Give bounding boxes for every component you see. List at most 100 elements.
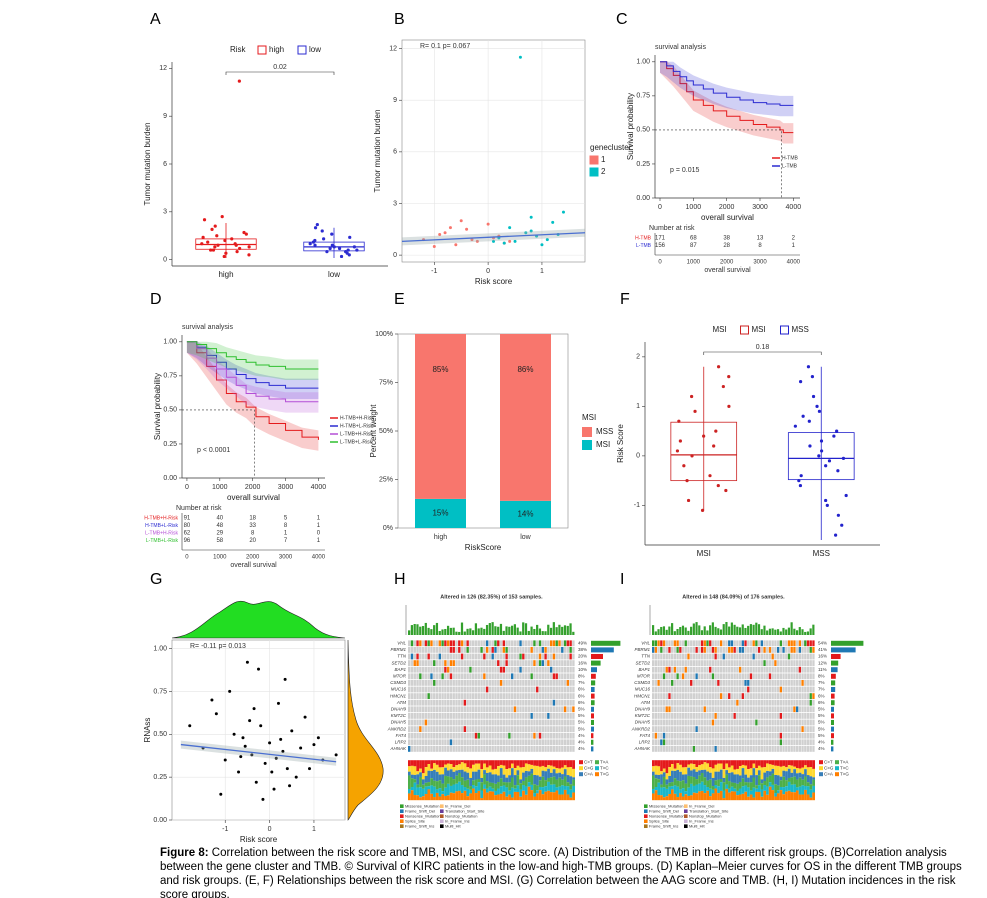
mutation-cell xyxy=(719,666,723,673)
tmb-bar xyxy=(687,630,690,635)
mutation-cell xyxy=(785,653,788,660)
titv-segment xyxy=(444,764,447,768)
y-tick-label: 1.00 xyxy=(636,59,650,66)
point xyxy=(832,434,836,438)
mutation-cell xyxy=(524,680,528,686)
gene-label: DNAH5 xyxy=(635,720,651,725)
titv-segment xyxy=(749,790,753,795)
mutation-cell xyxy=(421,739,425,746)
mutation-cell xyxy=(801,653,804,660)
mutation-cell xyxy=(798,693,802,699)
mutation-cell xyxy=(776,686,780,693)
mutation-cell xyxy=(455,693,458,699)
mutation-cell xyxy=(536,719,539,726)
mutation-cell xyxy=(446,680,450,686)
mutation-cell xyxy=(676,660,679,666)
titv-segment xyxy=(544,760,548,768)
mutation-cell xyxy=(474,686,478,693)
titv-segment xyxy=(804,776,807,786)
mutation-cell xyxy=(558,653,561,660)
mutation-cell xyxy=(806,739,810,746)
gene-pct: 38% xyxy=(578,647,587,652)
titv-segment xyxy=(668,782,672,787)
mutation-cell xyxy=(687,699,690,706)
titv-segment xyxy=(566,767,570,776)
mutation-cell xyxy=(766,673,769,680)
mutation-cell xyxy=(494,732,497,739)
tmb-bar xyxy=(711,622,714,635)
mutation-cell xyxy=(766,640,769,647)
mutation-cell xyxy=(798,680,802,686)
gene-bar xyxy=(591,726,594,732)
mutation-cell xyxy=(709,719,712,726)
mutation-cell xyxy=(430,660,433,666)
mutation-cell xyxy=(508,653,511,660)
titv-segment xyxy=(676,786,680,798)
mutation-cell xyxy=(660,686,663,693)
y-tick-label: 0.00 xyxy=(636,195,650,202)
mutation-cell xyxy=(416,713,419,719)
titv-segment xyxy=(738,782,742,789)
mutation-cell xyxy=(430,640,433,647)
mutation-cell xyxy=(676,706,679,713)
x-tick-label: -1 xyxy=(222,826,228,833)
mutation-cell xyxy=(760,680,763,686)
mutation-cell xyxy=(541,647,544,653)
titv-segment xyxy=(421,773,425,780)
point xyxy=(272,787,276,791)
titv-segment xyxy=(771,790,775,801)
titv-segment xyxy=(547,760,550,766)
mutation-cell xyxy=(654,739,658,746)
mutation-cell xyxy=(755,706,758,713)
titv-segment xyxy=(552,766,556,770)
mutation-cell xyxy=(499,713,503,719)
mutation-cell xyxy=(430,706,433,713)
point xyxy=(259,724,263,728)
mutation-cell xyxy=(657,739,660,746)
tmb-bar xyxy=(795,630,799,635)
mutation-cell xyxy=(684,680,687,686)
mutation-cell xyxy=(413,673,416,680)
mutation-cell xyxy=(652,713,655,719)
mutation-cell xyxy=(555,647,558,653)
mutation-cell xyxy=(541,726,544,732)
mutation-cell xyxy=(519,746,522,752)
mutation-cell xyxy=(744,732,747,739)
mutation-cell xyxy=(522,686,525,693)
titv-segment xyxy=(719,763,723,770)
mutation-cell xyxy=(698,699,701,706)
mutation-cell xyxy=(730,706,734,713)
mutation-cell xyxy=(652,680,655,686)
mutation-cell xyxy=(795,726,799,732)
mutation-cell xyxy=(469,746,472,752)
mutation-cell xyxy=(472,739,475,746)
mutation-cell xyxy=(763,726,766,732)
mutation-cell xyxy=(760,686,763,693)
titv-segment xyxy=(706,760,710,764)
mutation-cell xyxy=(497,719,500,726)
mutation-cell xyxy=(421,680,425,686)
mutation-cell xyxy=(527,640,531,647)
mutation-cell xyxy=(654,746,658,752)
risk-count: 91 xyxy=(184,516,191,522)
mutation-cell xyxy=(785,719,788,726)
tmb-bar xyxy=(768,628,771,635)
mutation-cell xyxy=(421,647,425,653)
mutation-cell xyxy=(714,680,717,686)
mutation-cell xyxy=(538,640,542,647)
mutation-cell xyxy=(795,666,799,673)
mutation-cell xyxy=(768,732,772,739)
mutation-cell xyxy=(413,732,416,739)
mutation-cell xyxy=(455,713,458,719)
point xyxy=(820,449,824,453)
titv-segment xyxy=(717,771,720,780)
mutation-cell xyxy=(424,640,428,647)
mutation-cell xyxy=(524,686,528,693)
mutation-cell xyxy=(774,640,777,647)
titv-segment xyxy=(524,794,528,801)
mutation-cell xyxy=(449,699,453,706)
mutation-cell xyxy=(744,699,747,706)
titv-segment xyxy=(684,783,688,792)
point xyxy=(245,660,249,664)
point xyxy=(313,226,318,230)
